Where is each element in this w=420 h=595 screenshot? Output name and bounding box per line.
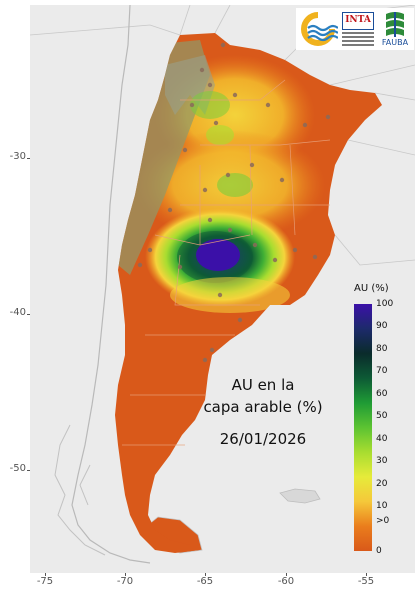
map-svg — [30, 5, 415, 564]
legend-title: AU (%) — [354, 283, 389, 294]
legend-tick-label: 80 — [376, 344, 388, 354]
inta-logo-text: INTA — [345, 15, 371, 25]
legend-tick-label: 70 — [376, 366, 388, 376]
province-borders — [122, 79, 331, 446]
x-tick-label: -70 — [116, 576, 134, 587]
x-tick-mark — [286, 573, 287, 576]
map-date: 26/01/2026 — [219, 430, 307, 448]
legend-tick-label: 10 — [376, 501, 388, 511]
x-tick-label: -65 — [196, 576, 214, 587]
y-tick-mark — [27, 158, 30, 159]
inta-logo-box — [342, 12, 374, 30]
y-tick-label: -30 — [9, 151, 26, 162]
y-tick-label: -40 — [9, 307, 26, 318]
fauba-leaf-icon — [386, 12, 404, 37]
water-wave-logo-icon — [301, 12, 338, 46]
legend-tick-label: 100 — [376, 299, 394, 309]
legend-tick-label: 40 — [376, 434, 388, 444]
inta-logo-stripes — [342, 32, 374, 46]
x-tick-label: -75 — [36, 576, 54, 587]
map-annotation-line: AU en la — [231, 376, 295, 394]
malvinas-outline — [279, 488, 321, 504]
map-annotation-line: capa arable (%) — [203, 398, 323, 416]
legend-tick-label: 50 — [376, 411, 388, 421]
x-tick-mark — [45, 573, 46, 576]
chile-coast — [71, 5, 151, 564]
x-tick-mark — [125, 573, 126, 576]
y-tick-mark — [27, 314, 30, 315]
station-points — [137, 42, 331, 363]
inta-logo-icon: INTA — [342, 12, 374, 46]
x-tick-mark — [366, 573, 367, 576]
legend-tick-label: 0 — [376, 546, 382, 556]
legend-tick-label: >0 — [376, 516, 390, 526]
map-annotation: AU en la capa arable (%) — [188, 374, 338, 418]
legend-tick-label: 20 — [376, 479, 388, 489]
color-legend: AU (%) 100 90 80 — [348, 283, 410, 561]
legend-color-bar — [354, 304, 372, 551]
y-tick-label: -50 — [9, 463, 26, 474]
x-tick-mark — [205, 573, 206, 576]
fauba-logo-icon: FAUBA — [378, 10, 412, 48]
legend-tick-label: 90 — [376, 321, 388, 331]
legend-tick-label: 30 — [376, 456, 388, 466]
patagonia-islands — [54, 424, 106, 556]
x-tick-label: -55 — [357, 576, 375, 587]
fauba-logo-text: FAUBA — [381, 38, 409, 47]
logos: INTA FAUBA — [296, 8, 414, 50]
map-panel — [30, 5, 415, 573]
legend-tick-label: 60 — [376, 389, 388, 399]
x-tick-label: -60 — [277, 576, 295, 587]
y-tick-mark — [27, 470, 30, 471]
